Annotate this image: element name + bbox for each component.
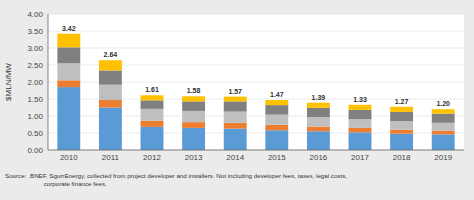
x-axis [48,150,464,151]
bar-segment [307,103,330,108]
source-label: Source: [5,172,27,179]
bar-segment [141,95,164,100]
y-tick-label: 1.50 [27,95,43,104]
total-label: 1.20 [436,100,450,107]
y-tick-label: 2.00 [27,78,43,87]
total-label: 1.47 [270,91,284,98]
bar-segment [265,130,288,150]
bar-segment [182,128,205,150]
bar-segment [99,100,122,107]
bar-segment [141,109,164,121]
source-text: BNEF, SgurrEnergy, collected from projec… [30,172,347,187]
bar-segment [390,130,413,134]
y-tick-label: 2.50 [27,61,43,70]
bar-segment [57,87,80,150]
bar-segment [99,60,122,70]
x-tick-label: 2011 [102,153,120,162]
bar-segment [99,85,122,100]
total-label: 3.42 [62,25,76,32]
y-tick-label: 4.00 [27,10,43,19]
bar-segment [57,63,80,80]
bar-segment [307,108,330,117]
bars [57,34,454,150]
bar-segment [224,101,247,111]
bar-segment [224,112,247,123]
x-tick-label: 2014 [226,153,244,162]
bar-segment [349,105,372,110]
bar-segment [390,112,413,121]
bar-segment [349,128,372,132]
bar-segment [224,97,247,102]
bar-segment [224,129,247,150]
chart: 0.00 0.50 1.00 1.50 2.00 2.50 3.00 3.50 4.00 3.42… [0,0,474,200]
plot-area [48,14,464,150]
x-tick-label: 2017 [351,153,369,162]
bar-segment [349,110,372,119]
bar-segment [141,121,164,127]
bar-segment [182,96,205,101]
total-label: 1.27 [395,98,409,105]
bar-segment [432,109,455,113]
x-tick-label: 2010 [60,153,78,162]
grid-line [48,14,464,15]
bar-segment [265,105,288,115]
source-line: BNEF, SgurrEnergy, collected from projec… [30,172,347,179]
total-label: 1.39 [312,94,326,101]
x-tick-label: 2016 [310,153,328,162]
x-tick-label: 2012 [143,153,161,162]
bar-segment [307,131,330,150]
bar-segment [57,80,80,87]
bar-segment [141,127,164,150]
bar-segment [432,131,455,135]
bar-segment [390,134,413,150]
x-tick-label: 2018 [393,153,411,162]
bar-segment [307,117,330,127]
bar-segment [141,100,164,109]
source-line: corporate finance fees. [30,180,107,187]
grid-line [48,31,464,32]
bar-segment [265,125,288,130]
bar-segment [57,34,80,48]
bar-segment [265,100,288,105]
bar-segment [57,47,80,63]
grid-line [48,150,464,151]
y-tick-label: 3.50 [27,27,43,36]
bar-segment [432,134,455,150]
bar-segment [182,111,205,122]
total-label: 1.61 [145,86,159,93]
bar-segment [265,115,288,125]
total-label: 2.64 [104,51,118,58]
bar-segment [182,122,205,128]
total-label: 1.57 [228,88,242,95]
y-tick-label: 0.00 [27,146,43,155]
y-tick-label: 1.00 [27,112,43,121]
y-axis-label: $MLN/MW [4,63,13,101]
bar-segment [432,114,455,123]
bar-segment [390,107,413,112]
y-tick-label: 0.50 [27,129,43,138]
bar-segment [307,127,330,132]
bar-segment [99,108,122,151]
bar-segment [349,132,372,150]
bar-segment [349,119,372,128]
bar-segment [99,70,122,84]
x-tick-label: 2015 [268,153,286,162]
bar-segment [182,101,205,111]
x-tick-label: 2019 [434,153,452,162]
x-tick-label: 2013 [185,153,203,162]
bar-segment [224,123,247,129]
total-label: 1.33 [353,96,367,103]
y-tick-label: 3.00 [27,44,43,53]
grid-line [48,48,464,49]
bar-segment [390,121,413,130]
total-label: 1.58 [187,87,201,94]
y-axis [48,14,49,150]
bar-segment [432,123,455,131]
